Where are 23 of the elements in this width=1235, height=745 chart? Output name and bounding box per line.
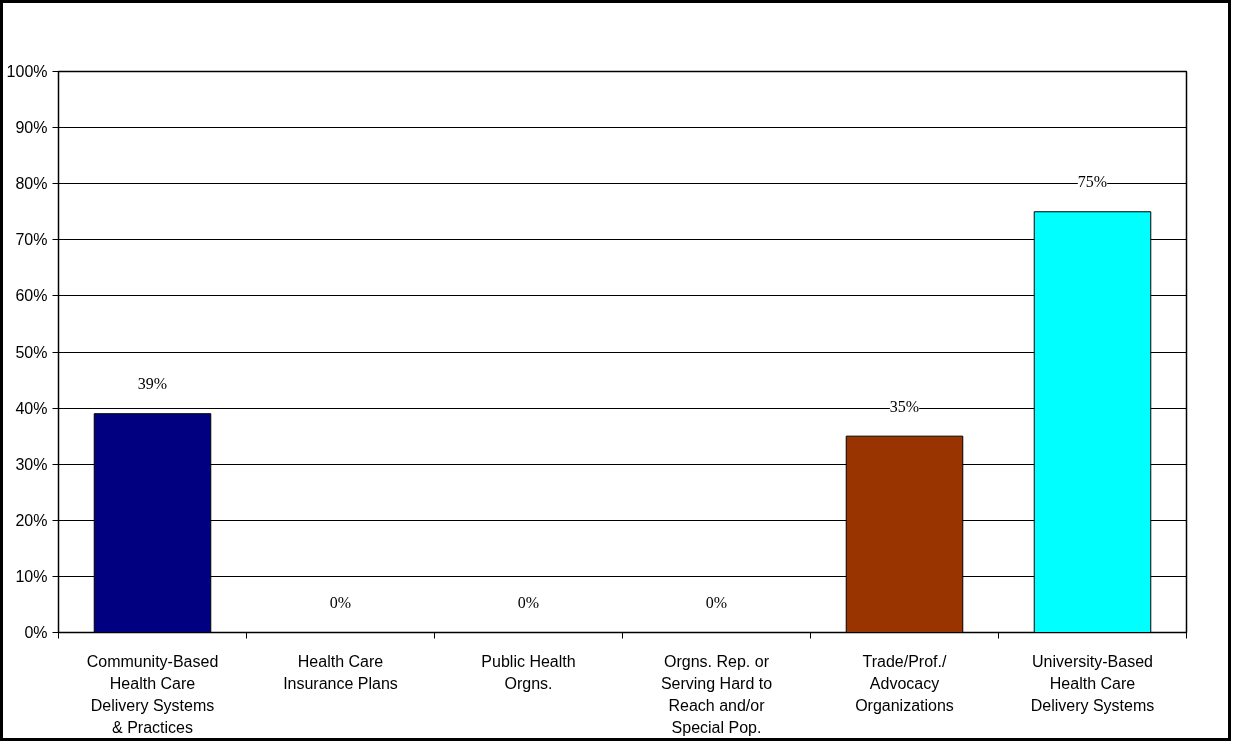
x-tick-label: Health Care Insurance Plans	[283, 652, 398, 692]
y-tick-label: 80%	[15, 175, 48, 193]
y-tick-label: 0%	[24, 624, 48, 641]
y-tick-label: 90%	[15, 119, 48, 137]
x-tick-label: University-Based Health Care Delivery Systems	[1030, 652, 1155, 714]
y-tick-label: 60%	[15, 287, 48, 305]
y-tick-label: 30%	[15, 455, 48, 473]
data-label: 0%	[517, 593, 540, 611]
x-tick-label: Public Health Orgns.	[481, 652, 576, 692]
x-tick-label: Trade/Prof./ Advocacy Organizations	[855, 652, 954, 714]
data-label: 75%	[1077, 173, 1108, 191]
y-tick-label: 40%	[15, 399, 48, 417]
y-tick-label: 100%	[6, 63, 48, 80]
y-tick-label: 70%	[15, 231, 48, 249]
data-label: 39%	[137, 375, 168, 393]
y-tick-label: 50%	[15, 343, 48, 361]
data-label: 0%	[329, 593, 352, 611]
data-label: 35%	[889, 397, 920, 415]
x-tick-label: Community-Based Health Care Delivery Systems & Practices	[86, 652, 219, 736]
y-tick-label: 20%	[15, 511, 48, 529]
x-tick-label: Orgns. Rep. or Serving Hard to Reach and/or Special Pop.	[660, 652, 773, 736]
y-tick-label: 10%	[15, 567, 48, 585]
data-label: 0%	[705, 593, 728, 611]
